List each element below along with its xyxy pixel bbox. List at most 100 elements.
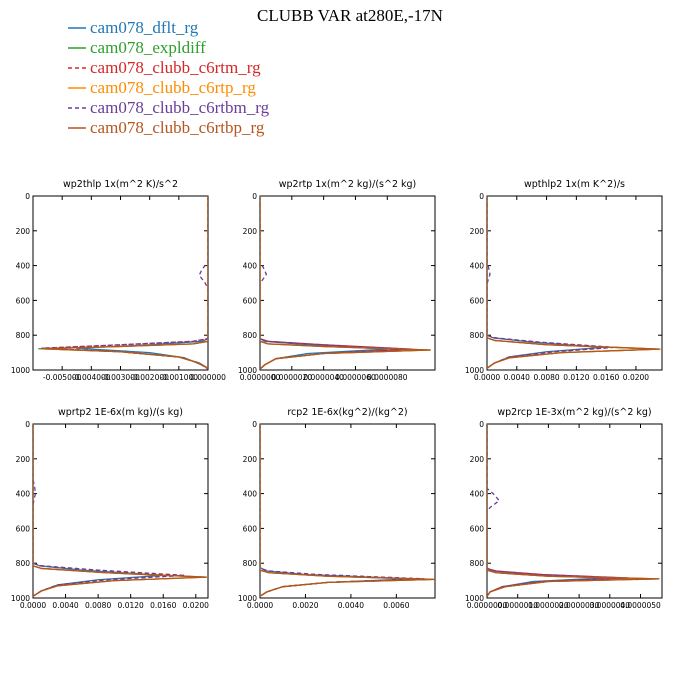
x-tick-label: 0.0000060 [335,373,376,382]
x-tick-label: 0.0000040 [303,373,344,382]
y-tick-label: 400 [16,490,31,499]
x-tick-label: 0.0080 [533,373,559,382]
series-line-cam078_dflt_rg [76,196,208,369]
x-tick-label: 0.0040 [338,601,364,610]
series-line-cam078_dflt_rg [487,424,605,597]
y-tick-label: 400 [243,262,258,271]
y-tick-label: 200 [243,455,258,464]
series-line-cam078_clubb_c6rtbm_rg [260,424,425,597]
series-line-cam078_clubb_c6rtbp_rg [487,424,660,597]
x-tick-label: 0.0040 [52,601,78,610]
y-tick-label: 400 [243,490,258,499]
series-line-cam078_clubb_c6rtbp_rg [487,196,661,369]
y-tick-label: 1000 [11,594,30,603]
series-group [33,424,208,597]
series-line-cam078_expldiff [33,424,208,597]
series-line-cam078_clubb_c6rtp_rg [260,424,435,597]
x-tick-label: 0.0000010 [497,601,538,610]
series-line-cam078_dflt_rg [260,424,416,597]
y-tick-label: 800 [243,559,258,568]
series-line-cam078_clubb_c6rtp_rg [33,424,208,597]
x-tick-label: 0.0200 [183,601,209,610]
y-tick-label: 0 [479,420,484,429]
series-line-cam078_clubb_c6rtm_rg [487,424,629,597]
legend-label: cam078_clubb_c6rtp_rg [90,78,256,97]
series-line-cam078_clubb_c6rtbp_rg [260,424,435,597]
series-group [487,196,661,369]
series-group [487,424,660,597]
y-tick-label: 1000 [238,594,257,603]
chart-panel: wprtp2 1E-6x(m kg)/(s kg) 0 200 400 600 800 10… [11,407,209,610]
x-tick-label: 0.0000030 [559,601,600,610]
legend-label: cam078_dflt_rg [90,18,199,37]
x-tick-label: 0.0000 [474,373,500,382]
y-tick-label: 800 [16,331,31,340]
x-tick-label: 0.0160 [150,601,176,610]
series-group [260,424,435,597]
x-tick-label: 0.0000040 [590,601,631,610]
legend-label: cam078_clubb_c6rtbp_rg [90,118,265,137]
series-line-cam078_clubb_c6rtbp_rg [41,196,208,369]
y-tick-label: 0 [252,420,257,429]
x-tick-label: -0.003000 [101,373,140,382]
y-tick-label: 1000 [465,594,484,603]
y-tick-label: 600 [243,296,258,305]
x-tick-label: -0.002000 [130,373,169,382]
y-tick-label: 200 [16,227,31,236]
chart-panel: wp2rtp 1x(m^2 kg)/(s^2 kg) 0 200 400 600 800 1… [238,179,436,382]
x-tick-label: 0.0160 [593,373,619,382]
x-tick-label: 0.0000000 [467,601,508,610]
y-tick-label: 800 [16,559,31,568]
x-tick-label: -0.005000 [43,373,82,382]
plot-frame [486,195,663,371]
panel-title: wp2rcp 1E-3x(m^2 kg)/(s^2 kg) [497,407,651,418]
y-tick-label: 1000 [11,366,30,375]
series-line-cam078_clubb_c6rtbm_rg [260,196,412,370]
y-tick-label: 400 [470,490,485,499]
x-tick-label: 0.0000 [247,601,273,610]
y-tick-label: 400 [16,262,31,271]
y-tick-label: 0 [25,420,30,429]
x-tick-label: 0.000000 [190,373,226,382]
x-tick-label: 0.0040 [504,373,530,382]
series-line-cam078_expldiff [260,424,435,597]
y-tick-label: 200 [470,227,485,236]
series-group [38,196,208,370]
x-tick-label: -0.004000 [72,373,111,382]
y-tick-label: 600 [16,296,31,305]
series-line-cam078_expldiff [487,424,660,597]
series-line-cam078_clubb_c6rtbm_rg [487,424,629,597]
y-tick-label: 200 [243,227,258,236]
panel-title: rcp2 1E-6x(kg^2)/(kg^2) [287,407,407,418]
x-tick-label: 0.0020 [292,601,318,610]
x-tick-label: 0.0200 [623,373,649,382]
legend-label: cam078_expldiff [90,38,206,57]
series-line-cam078_dflt_rg [260,196,388,370]
y-tick-label: 400 [470,262,485,271]
series-line-cam078_clubb_c6rtm_rg [33,424,185,597]
y-tick-label: 0 [479,192,484,201]
x-tick-label: 0.0000020 [272,373,313,382]
x-tick-label: 0.0000000 [240,373,281,382]
y-tick-label: 1000 [465,366,484,375]
x-tick-label: 0.0080 [85,601,111,610]
series-line-cam078_clubb_c6rtbm_rg [487,196,615,369]
series-group [260,196,431,370]
x-tick-label: 0.0000020 [528,601,569,610]
y-tick-label: 0 [25,192,30,201]
y-tick-label: 1000 [238,366,257,375]
series-line-cam078_clubb_c6rtbp_rg [260,196,431,370]
panel-title: wprtp2 1E-6x(m kg)/(s kg) [58,407,183,418]
y-tick-label: 200 [16,455,31,464]
panel-title: wp2thlp 1x(m^2 K)/s^2 [63,179,178,190]
legend-label: cam078_clubb_c6rtm_rg [90,58,261,77]
chart-panel: wp2thlp 1x(m^2 K)/s^2 0 200 400 600 800 1000 -0… [11,179,226,382]
figure-title: CLUBB VAR at280E,-17N [257,6,443,25]
legend-label: cam078_clubb_c6rtbm_rg [90,98,270,117]
x-tick-label: 0.0000080 [367,373,408,382]
x-tick-label: 0.0060 [383,601,409,610]
x-tick-label: 0.0000050 [620,601,661,610]
series-line-cam078_clubb_c6rtm_rg [260,424,425,597]
chart-panel: wp2rcp 1E-3x(m^2 kg)/(s^2 kg) 0 200 400 600 8… [465,407,663,610]
